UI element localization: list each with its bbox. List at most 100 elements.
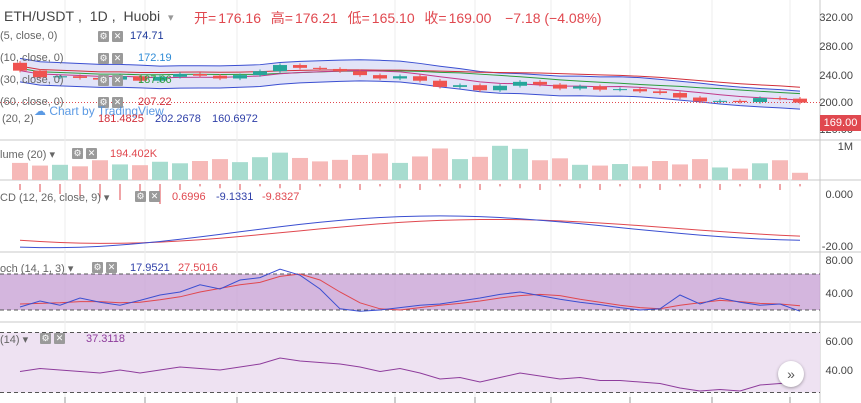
candle-body [53,76,67,78]
candle-body [713,100,727,102]
price-axis-tick: 240.00 [819,70,853,82]
close-icon[interactable]: ✕ [106,262,117,273]
candle-body [393,76,407,79]
macd-value: -9.1331 [216,191,254,203]
ma10-legend[interactable]: (10, close, 0) [0,52,64,64]
ma30-line [19,67,801,95]
ma60-value: 207.22 [138,96,172,108]
ma30-label: (30, close, 0) [0,74,64,86]
tradingview-watermark[interactable]: ☁ Chart by TradingView [34,104,164,118]
chevron-down-icon[interactable]: ▾ [19,334,29,346]
stoch-axis-tick: 80.00 [825,255,853,267]
macd-axis-tick: -20.00 [821,241,853,253]
volume-bar [652,161,668,180]
ma60-controls: ⚙ ✕ [98,97,123,108]
candle-body [173,74,187,77]
candle-body [213,75,227,79]
close-icon[interactable]: ✕ [112,97,123,108]
rsi-value: 37.3118 [86,333,125,345]
rsi-line [19,357,801,392]
ma5-legend[interactable]: (5, close, 0) [0,30,57,42]
candle-body [733,100,747,102]
volume-bar [72,166,88,180]
volume-legend[interactable]: lume (20) ▾ [0,148,55,161]
stoch-legend[interactable]: och (14, 1, 3) ▾ [0,262,73,275]
volume-bar [392,162,408,180]
candle-body [353,71,367,76]
price-axis-tick: 280.00 [819,41,853,53]
volume-bar [732,168,748,180]
volume-controls: ⚙ ✕ [72,148,97,159]
candle-body [493,85,507,91]
stoch-label: och (14, 1, 3) [0,263,65,275]
symbol-title[interactable]: ETH/USDT, 1D, Huobi ▾ [4,8,177,24]
ma10-value: 172.19 [138,52,172,64]
ma10-label: (10, close, 0) [0,52,64,64]
chevron-down-icon[interactable]: ▾ [100,192,110,204]
volume-bar [252,157,268,180]
settings-icon[interactable]: ⚙ [72,148,83,159]
volume-bar [92,160,108,180]
bollinger-upper-line [19,57,801,92]
volume-bar [572,164,588,180]
settings-icon[interactable]: ⚙ [98,75,109,86]
volume-bar [532,160,548,180]
ma60-label: (60, close, 0) [0,96,64,108]
macd-controls: ⚙ ✕ [135,191,160,202]
candle-body [673,93,687,98]
ma60-legend[interactable]: (60, close, 0) [0,96,64,108]
candle-body [413,76,427,81]
volume-bar [612,164,628,180]
settings-icon[interactable]: ⚙ [40,333,51,344]
volume-bar [712,167,728,180]
settings-icon[interactable]: ⚙ [98,31,109,42]
settings-icon[interactable]: ⚙ [98,53,109,64]
volume-axis-tick: 1M [837,141,853,153]
settings-icon[interactable]: ⚙ [92,262,103,273]
volume-bar [512,148,528,180]
candle-body [753,98,767,102]
chevron-down-icon[interactable]: ▾ [64,263,74,275]
settings-icon[interactable]: ⚙ [135,191,146,202]
close-icon[interactable]: ✕ [112,53,123,64]
close-icon[interactable]: ✕ [86,148,97,159]
ma5-value: 174.71 [130,30,164,42]
volume-bar [592,165,608,180]
close-icon[interactable]: ✕ [54,333,65,344]
volume-bar [232,162,248,180]
bollinger-middle-line [19,70,801,101]
macd-legend[interactable]: CD (12, 26, close, 9) ▾ [0,191,109,204]
double-chevron-right-icon[interactable]: » [778,361,804,387]
settings-icon[interactable]: ⚙ [98,97,109,108]
macd-label: CD (12, 26, close, 9) [0,192,101,204]
candle-body [453,85,467,87]
volume-bar [792,172,808,180]
open-value: 176.16 [218,10,262,26]
bb-legend[interactable]: (20, 2) [2,113,34,125]
volume-bar [552,158,568,180]
ma10-controls: ⚙ ✕ [98,53,123,64]
open-label: 开= [194,10,217,26]
volume-bar [492,145,508,180]
close-icon[interactable]: ✕ [149,191,160,202]
close-icon[interactable]: ✕ [112,31,123,42]
candle-body [613,89,627,91]
ma30-legend[interactable]: (30, close, 0) [0,74,64,86]
volume-bar [12,162,28,180]
cloud-icon: ☁ [34,104,50,118]
candle-body [233,75,247,79]
volume-bar [472,156,488,180]
candle-body [373,75,387,79]
volume-bar [292,157,308,180]
last-price-badge: 169.00 [820,115,861,131]
ma30-controls: ⚙ ✕ [98,75,123,86]
dropdown-icon[interactable]: ▾ [167,12,174,24]
volume-bar [172,163,188,180]
chevron-down-icon[interactable]: ▾ [46,149,56,161]
rsi-axis-tick: 60.00 [825,336,853,348]
high-value: 176.21 [294,10,338,26]
close-icon[interactable]: ✕ [112,75,123,86]
rsi-legend[interactable]: (14) ▾ [0,333,28,346]
ma5-controls: ⚙ ✕ [98,31,123,42]
